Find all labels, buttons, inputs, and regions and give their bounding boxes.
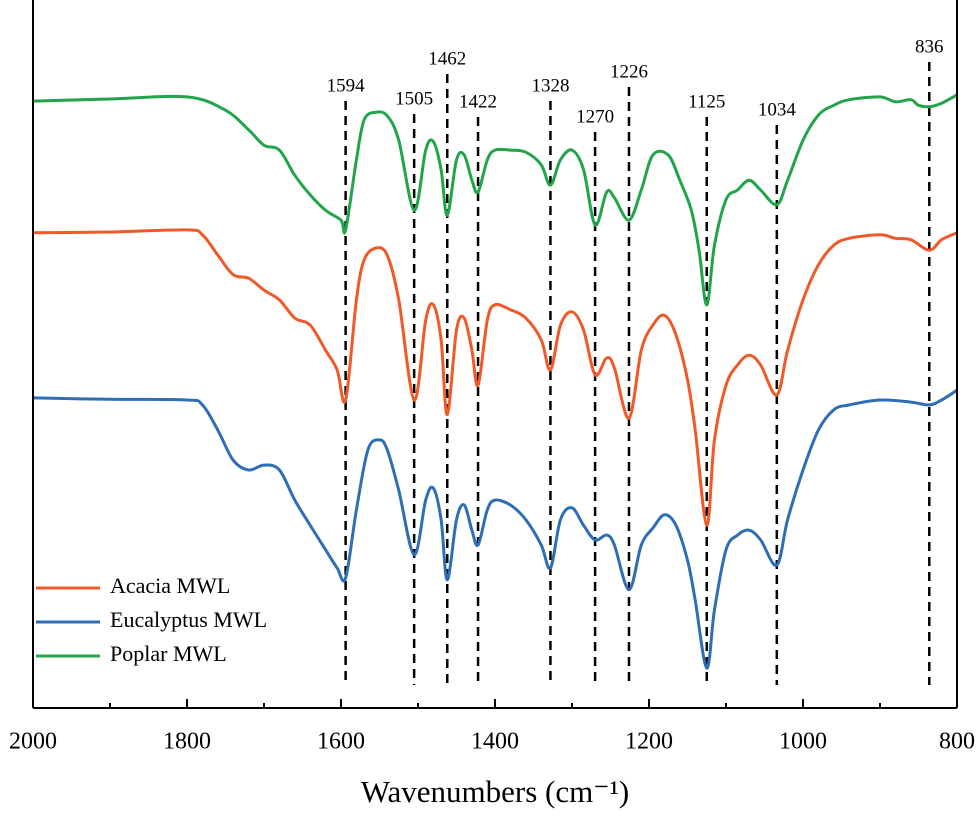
peak-label: 1328: [531, 75, 569, 96]
legend-label: Eucalyptus MWL: [110, 607, 267, 632]
x-tick-label: 2000: [9, 729, 57, 755]
x-tick-label: 1400: [471, 729, 519, 755]
spectrum-line: [32, 388, 958, 670]
peak-label: 1125: [688, 91, 725, 112]
legend-label: Poplar MWL: [110, 641, 227, 666]
x-tick-label: 1600: [317, 729, 365, 755]
peak-label: 1594: [327, 75, 366, 96]
peak-label: 1505: [395, 88, 433, 109]
x-axis-label: Wavenumbers (cm⁻¹): [361, 774, 629, 809]
peak-label: 836: [915, 36, 944, 57]
x-tick-label: 800: [939, 729, 975, 755]
peak-label: 1034: [758, 99, 797, 120]
spectrum-line: [32, 93, 958, 307]
peak-label: 1422: [459, 91, 497, 112]
peak-label: 1226: [610, 61, 648, 82]
peak-label: 1462: [428, 48, 466, 69]
spectrum-line: [32, 228, 958, 527]
x-tick-label: 1200: [625, 729, 673, 755]
x-tick-label: 1800: [163, 729, 211, 755]
legend-label: Acacia MWL: [110, 573, 230, 598]
x-tick-label: 1000: [779, 729, 827, 755]
peak-label: 1270: [576, 106, 614, 127]
